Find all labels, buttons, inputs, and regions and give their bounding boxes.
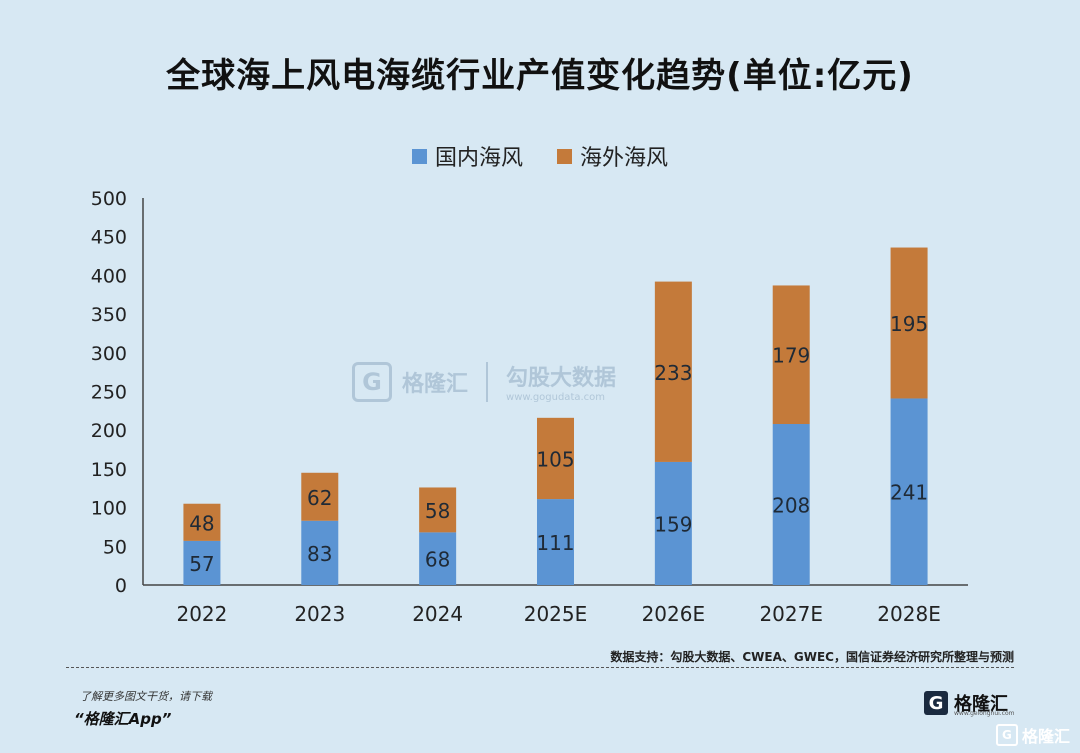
footer-divider — [66, 667, 1014, 668]
x-tick-label: 2026E — [642, 602, 706, 626]
footer-logo-text: 格隆汇 — [954, 694, 1008, 715]
x-tick-label: 2028E — [877, 602, 941, 626]
y-tick-label: 150 — [91, 459, 127, 481]
x-tick-label: 2027E — [759, 602, 823, 626]
bar-value-label: 57 — [189, 552, 214, 576]
bar-domestic — [537, 499, 574, 585]
legend-label-overseas: 海外海风 — [580, 146, 669, 171]
watermark-url: www.gogudata.com — [506, 392, 606, 403]
logo-g-icon: G — [924, 691, 948, 715]
bar-value-label: 62 — [307, 486, 332, 510]
x-tick-label: 2025E — [524, 602, 588, 626]
corner-watermark-text: 格隆汇 — [1021, 727, 1070, 746]
bar-domestic — [654, 461, 692, 585]
y-tick-label: 400 — [91, 265, 127, 287]
data-source: 数据支持：勾股大数据、CWEA、GWEC，国信证券经济研究所整理与预测 — [610, 650, 1014, 664]
bar-overseas — [537, 417, 574, 500]
bar-overseas — [890, 247, 928, 399]
legend-item-domestic: 国内海风 — [411, 140, 523, 172]
bar-value-label: 233 — [654, 361, 692, 385]
bar-overseas — [301, 472, 339, 521]
legend-swatch-overseas — [557, 148, 572, 164]
bar-domestic — [183, 540, 221, 585]
y-tick-label: 250 — [91, 382, 127, 404]
stacked-bar-chart: 0 50 100 150 200 250 300 350 400 450 500 57 48 2022 83… — [91, 188, 968, 626]
watermark-brand: 勾股大数据 — [506, 366, 617, 391]
watermark: G 格隆汇 勾股大数据 www.gogudata.com — [352, 360, 616, 403]
bar-domestic — [301, 520, 339, 585]
footer-app-name: “格隆汇App” — [74, 710, 172, 728]
legend-swatch-domestic — [411, 148, 427, 164]
x-tick-label: 2023 — [294, 602, 345, 626]
bar-domestic — [890, 398, 928, 585]
footer-logo: G 格隆汇 www.gelonghui.com — [924, 690, 1015, 717]
bar-overseas — [419, 487, 457, 533]
bar-overseas — [772, 285, 810, 425]
bar-value-label: 179 — [772, 344, 810, 368]
watermark-name: 格隆汇 — [402, 371, 469, 397]
footer-note: 了解更多图文干货，请下载 — [80, 690, 212, 703]
y-tick-label: 350 — [91, 304, 127, 326]
bar-value-label: 195 — [890, 312, 928, 336]
legend: 国内海风 海外海风 — [0, 140, 1080, 172]
bar-value-label: 68 — [425, 548, 450, 572]
bar-overseas — [654, 281, 692, 462]
bar-domestic — [772, 424, 810, 585]
y-tick-label: 0 — [115, 575, 127, 597]
bar-value-label: 83 — [307, 542, 332, 566]
legend-label-domestic: 国内海风 — [434, 146, 523, 171]
y-tick-label: 50 — [103, 536, 127, 558]
y-tick-label: 500 — [91, 188, 127, 210]
y-tick-label: 100 — [91, 498, 127, 520]
bar-overseas — [183, 503, 221, 541]
corner-watermark: G 格隆汇 — [995, 723, 1070, 747]
x-tick-label: 2024 — [412, 602, 463, 626]
bar-value-label: 208 — [772, 494, 810, 518]
bar-value-label: 159 — [654, 512, 692, 536]
y-tick-label: 450 — [91, 227, 127, 249]
y-tick-label: 200 — [91, 420, 127, 442]
bar-value-label: 241 — [890, 481, 928, 505]
legend-item-overseas: 海外海风 — [557, 140, 668, 172]
bar-value-label: 58 — [425, 499, 450, 523]
watermark-separator — [486, 361, 489, 402]
bar-domestic — [419, 532, 457, 585]
watermark-logo-icon: G — [352, 361, 392, 402]
bar-value-label: 105 — [536, 447, 574, 471]
bar-value-label: 111 — [536, 531, 574, 555]
bar-value-label: 48 — [189, 511, 214, 535]
corner-g-icon: G — [995, 724, 1018, 746]
footer-logo-url: www.gelonghui.com — [954, 710, 1015, 717]
chart-title: 全球海上风电海缆行业产值变化趋势(单位:亿元) — [166, 56, 914, 96]
y-tick-label: 300 — [91, 343, 127, 365]
x-tick-label: 2022 — [176, 602, 227, 626]
